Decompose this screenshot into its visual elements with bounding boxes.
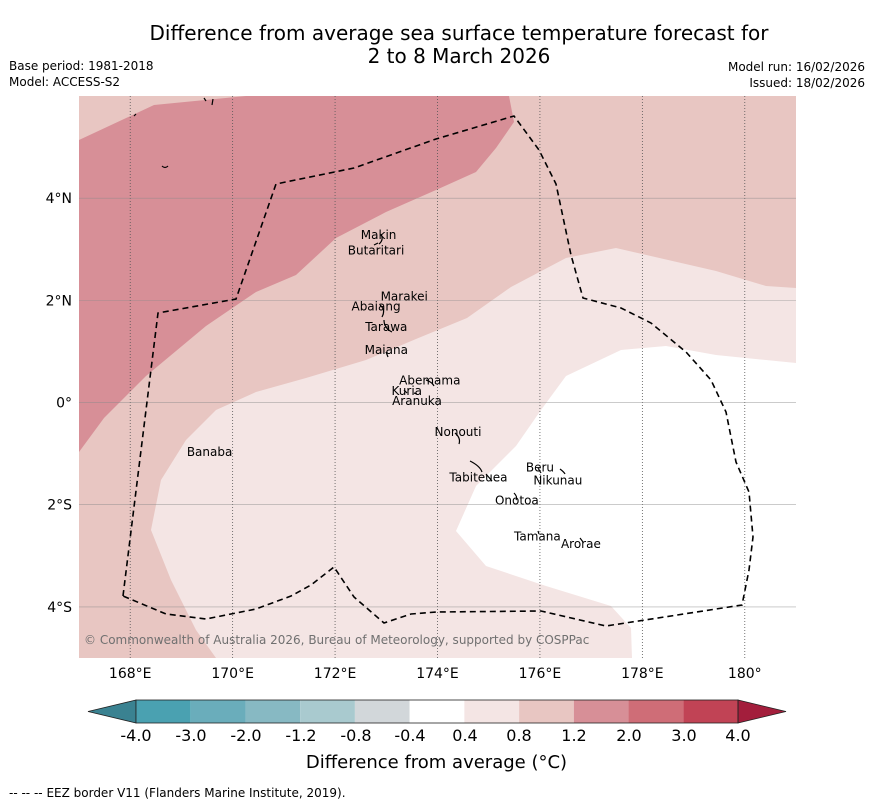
place-label: Tabiteuea bbox=[448, 471, 507, 485]
colorbar-tick-labels: -4.0 -3.0 -2.0 -1.2 -0.8 -0.4 0.4 0.8 1.… bbox=[0, 726, 873, 746]
band-neutral bbox=[456, 346, 796, 658]
place-label: Beru bbox=[526, 461, 554, 475]
eez-legend-marker: -- -- -- bbox=[9, 786, 43, 800]
cb-label: 0.8 bbox=[506, 726, 532, 745]
place-label: Arorae bbox=[561, 537, 601, 551]
colorbar-swatch bbox=[464, 700, 520, 723]
lon-tick-label: 176°E bbox=[519, 666, 562, 682]
base-period: Base period: 1981-2018 bbox=[9, 59, 154, 73]
colorbar-under-arrow bbox=[87, 699, 137, 724]
axis-labels: 168°E 170°E 172°E 174°E 176°E 178°E 180° 4°N 2°N… bbox=[46, 191, 762, 682]
place-label: Onotoa bbox=[495, 494, 539, 508]
place-label: Nikunau bbox=[533, 473, 582, 487]
lat-tick-label: 4°S bbox=[47, 600, 72, 616]
cb-label: 2.0 bbox=[616, 726, 642, 745]
lat-tick-label: 4°N bbox=[46, 191, 72, 207]
colorbar-swatch bbox=[354, 700, 410, 723]
island-shapes bbox=[133, 97, 584, 543]
colorbar-swatch bbox=[519, 700, 574, 723]
cb-label: 3.0 bbox=[671, 726, 697, 745]
colorbar-swatch bbox=[409, 700, 465, 723]
issued-date: Issued: 18/02/2026 bbox=[749, 76, 865, 90]
copyright-text: © Commonwealth of Australia 2026, Bureau… bbox=[84, 633, 589, 647]
colorbar-title: Difference from average (°C) bbox=[305, 752, 568, 773]
colorbar-over-arrow bbox=[737, 699, 787, 724]
cb-label: -0.4 bbox=[394, 726, 426, 745]
title-line-1: Difference from average sea surface temp… bbox=[149, 21, 769, 45]
meta-left: Base period: 1981-2018 Model: ACCESS-S2 bbox=[9, 58, 154, 90]
lon-tick-label: 170°E bbox=[211, 666, 254, 682]
lat-tick-label: 2°N bbox=[46, 293, 72, 309]
colorbar-swatch bbox=[683, 700, 738, 723]
cb-label: -3.0 bbox=[175, 726, 207, 745]
gridlines bbox=[79, 96, 796, 658]
place-label: Banaba bbox=[187, 445, 233, 459]
place-label: Butaritari bbox=[348, 243, 405, 257]
colorbar-swatch bbox=[245, 700, 301, 723]
place-label: Kuria bbox=[392, 384, 423, 398]
lon-tick-label: 178°E bbox=[621, 666, 664, 682]
eez-legend: -- -- -- EEZ border V11 (Flanders Marine… bbox=[9, 786, 346, 800]
place-label: Abaiang bbox=[351, 300, 400, 314]
cb-label: -4.0 bbox=[120, 726, 152, 745]
colorbar-swatch bbox=[300, 700, 355, 723]
place-label: Maiana bbox=[365, 343, 408, 357]
lon-tick-label: 168°E bbox=[109, 666, 152, 682]
lat-tick-label: 2°S bbox=[47, 498, 72, 514]
title-line-2: 2 to 8 March 2026 bbox=[367, 44, 551, 68]
cb-label: 4.0 bbox=[725, 726, 751, 745]
cb-label: 1.2 bbox=[561, 726, 587, 745]
place-label: Nonouti bbox=[435, 425, 482, 439]
place-label: Tamana bbox=[513, 529, 561, 543]
cb-label: -0.8 bbox=[340, 726, 372, 745]
place-label: Aranuka bbox=[392, 394, 442, 408]
colorbar-frame bbox=[135, 699, 739, 724]
colorbar-swatch bbox=[136, 700, 191, 723]
band-1.2-2.0 bbox=[79, 96, 514, 452]
lon-tick-label: 180° bbox=[728, 666, 762, 682]
cb-label: -2.0 bbox=[230, 726, 262, 745]
eez-border bbox=[122, 115, 754, 627]
place-label: Marakei bbox=[381, 289, 428, 303]
meta-right: Model run: 16/02/2026 Issued: 18/02/2026 bbox=[728, 59, 865, 91]
model-name: Model: ACCESS-S2 bbox=[9, 75, 121, 89]
lon-tick-label: 174°E bbox=[416, 666, 459, 682]
cb-label: -1.2 bbox=[285, 726, 317, 745]
chart-title: Difference from average sea surface temp… bbox=[0, 22, 873, 68]
model-run: Model run: 16/02/2026 bbox=[727, 60, 865, 74]
lon-tick-label: 172°E bbox=[314, 666, 357, 682]
colorbar-swatch bbox=[573, 700, 629, 723]
place-label: Tarawa bbox=[364, 320, 407, 334]
place-label: Makin bbox=[361, 228, 397, 242]
place-label: Abemama bbox=[399, 374, 460, 388]
colorbar bbox=[87, 699, 787, 724]
colorbar-swatch bbox=[190, 700, 246, 723]
cb-label: 0.4 bbox=[452, 726, 478, 745]
colorbar-swatch bbox=[628, 700, 684, 723]
eez-legend-text: EEZ border V11 (Flanders Marine Institut… bbox=[46, 786, 346, 800]
lat-tick-label: 0° bbox=[56, 396, 72, 412]
